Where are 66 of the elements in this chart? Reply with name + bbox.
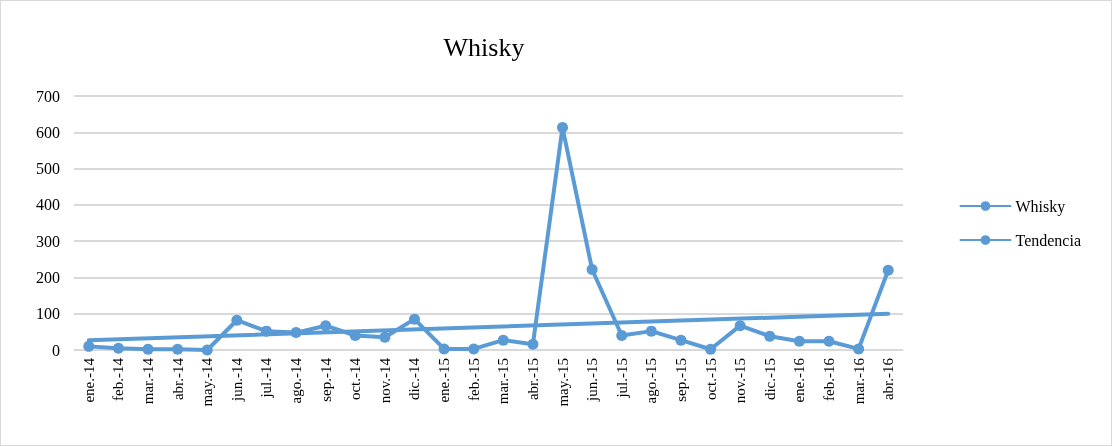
x-tick-label: ene.-16 <box>791 357 808 403</box>
x-tick-label: ago.-14 <box>288 357 305 404</box>
point <box>675 334 687 346</box>
point <box>172 343 184 355</box>
x-tick-label: jun.-14 <box>228 357 245 402</box>
point <box>320 320 332 332</box>
legend-label: Whisky <box>1015 197 1066 216</box>
point <box>705 343 717 355</box>
x-tick-label: abr.-16 <box>880 357 897 401</box>
point <box>260 325 272 337</box>
point <box>112 342 124 354</box>
x-tick-label: ene.-15 <box>436 358 453 403</box>
x-tick-label: jul.-14 <box>258 357 275 399</box>
x-tick-label: nov.-15 <box>732 358 749 404</box>
point <box>764 330 776 342</box>
x-tick-label: sep.-14 <box>317 357 334 402</box>
x-tick-label: may.-15 <box>554 358 571 407</box>
x-tick-label: feb.-16 <box>820 357 837 401</box>
x-tick-label: mar.-15 <box>495 358 512 405</box>
point <box>586 263 598 275</box>
x-tick-label: sep.-15 <box>672 358 689 402</box>
x-tick-label: jul.-15 <box>613 358 630 399</box>
x-tick-label: feb.-14 <box>110 357 127 401</box>
y-tick-label: 200 <box>36 268 60 286</box>
point <box>290 327 302 339</box>
x-tick-label: dic.-14 <box>406 357 423 401</box>
y-tick-label: 300 <box>36 232 60 250</box>
point <box>645 325 657 337</box>
point <box>83 340 95 352</box>
chart-title: Whisky <box>443 32 525 62</box>
y-tick-label: 400 <box>36 196 60 214</box>
y-tick-label: 100 <box>36 305 60 323</box>
point <box>823 335 835 347</box>
point <box>438 343 450 355</box>
x-tick-label: may.-14 <box>199 357 216 407</box>
point <box>468 343 480 355</box>
point <box>231 314 243 326</box>
x-tick-label: mar.-14 <box>140 357 157 405</box>
y-tick-label: 700 <box>36 87 60 105</box>
x-tick-label: ago.-15 <box>643 358 660 404</box>
point <box>201 344 213 356</box>
legend-label: Tendencia <box>1015 231 1082 249</box>
x-tick-label: jun.-15 <box>584 358 601 402</box>
point <box>853 343 865 355</box>
y-tick-label: 500 <box>36 160 60 178</box>
point <box>793 335 805 347</box>
x-tick-label: nov.-14 <box>376 357 393 404</box>
point <box>408 313 420 325</box>
point <box>616 329 628 341</box>
x-tick-label: feb.-15 <box>465 358 482 401</box>
point <box>497 334 509 346</box>
x-tick-label: ene.-14 <box>80 357 97 403</box>
x-tick-label: mar.-16 <box>850 357 867 405</box>
y-tick-label: 600 <box>36 123 60 141</box>
point <box>142 343 154 355</box>
x-tick-label: oct.-15 <box>702 358 719 401</box>
point <box>527 338 539 350</box>
x-tick-label: abr.-15 <box>524 358 541 401</box>
point <box>379 331 391 343</box>
y-tick-label: 0 <box>52 341 60 359</box>
x-tick-label: abr.-14 <box>169 357 186 401</box>
x-tick-label: oct.-14 <box>347 357 364 401</box>
x-tick-label: dic.-15 <box>761 358 778 401</box>
point <box>734 320 746 332</box>
point <box>557 122 569 134</box>
point <box>882 264 894 276</box>
